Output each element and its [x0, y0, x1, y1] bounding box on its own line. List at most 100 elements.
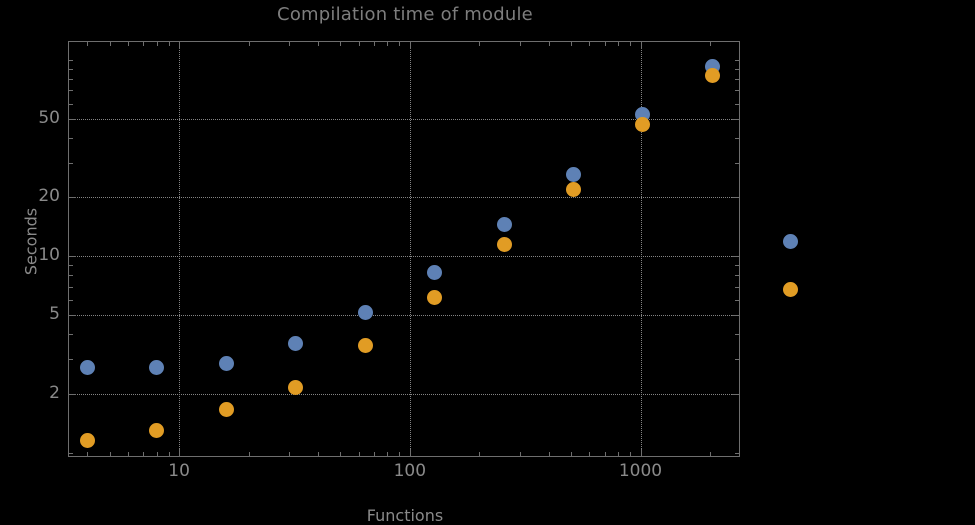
gridline-horizontal [68, 315, 740, 317]
x-axis-tick-top [87, 41, 89, 46]
y-axis-tick-right [735, 452, 740, 454]
y-axis-tick-right [735, 69, 740, 70]
x-axis-tick [640, 449, 642, 457]
x-axis-tick [340, 452, 342, 457]
x-axis-tick [109, 452, 111, 457]
data-point [496, 236, 512, 252]
x-axis-tick-label: 100 [393, 461, 427, 481]
data-point [79, 433, 95, 449]
x-axis-tick-label: 10 [168, 461, 190, 481]
x-axis-tick-top [358, 41, 360, 46]
y-axis-tick [68, 197, 76, 199]
x-axis-tick-top [589, 41, 591, 46]
data-point [288, 379, 304, 395]
x-axis-tick [87, 452, 89, 457]
x-axis-tick-top [179, 41, 181, 49]
data-point [357, 304, 373, 320]
x-axis-tick [127, 452, 129, 457]
x-axis-tick [479, 452, 481, 457]
x-axis-tick-top [709, 41, 711, 46]
gridline-vertical [640, 41, 642, 457]
y-axis-tick-right [735, 162, 740, 164]
x-axis-tick-top [156, 41, 158, 46]
x-axis-tick [548, 452, 550, 457]
y-axis-tick-right [735, 90, 740, 92]
x-axis-tick-top [640, 41, 642, 49]
y-axis-tick [68, 103, 73, 105]
y-axis-tick [68, 60, 73, 61]
data-point [427, 264, 442, 280]
x-axis-tick [629, 452, 631, 457]
x-axis-tick-top [318, 41, 319, 46]
x-axis-tick [318, 452, 319, 457]
y-axis-tick [68, 299, 73, 301]
y-axis-tick-right [735, 334, 740, 336]
x-axis-tick [519, 452, 521, 457]
data-point [565, 167, 581, 183]
y-axis-tick-label: 50 [38, 108, 60, 129]
x-axis-tick-top [629, 41, 631, 46]
y-axis-tick [68, 359, 73, 360]
x-axis-tick-top [618, 41, 620, 46]
y-axis-tick [68, 265, 73, 267]
gridline-vertical [179, 41, 181, 457]
y-axis-tick [68, 90, 73, 92]
x-axis-tick-top [109, 41, 111, 46]
x-axis-title: Functions [366, 506, 444, 525]
x-axis-tick [248, 452, 250, 457]
data-point [496, 217, 512, 233]
x-axis-tick-top [387, 41, 389, 46]
y-axis-tick-right [735, 286, 740, 288]
data-point [635, 116, 651, 132]
x-axis-tick [179, 449, 181, 457]
y-axis-tick-label: 10 [38, 245, 60, 266]
y-axis-tick [68, 315, 76, 317]
x-axis-tick-top [340, 41, 342, 46]
x-axis-tick [387, 452, 389, 457]
x-axis-tick-top [289, 41, 291, 46]
data-point [427, 289, 442, 305]
gridline-horizontal [68, 119, 740, 121]
y-axis-tick-label: 2 [49, 382, 60, 403]
x-axis-tick [589, 452, 591, 457]
y-axis-tick-right [735, 138, 740, 140]
y-axis-tick-right [732, 393, 740, 395]
y-axis-tick [68, 119, 76, 121]
y-axis-tick-right [735, 265, 740, 267]
data-point [149, 422, 165, 438]
x-axis-tick-top [571, 41, 572, 46]
gridline-horizontal [68, 393, 740, 395]
data-point [704, 68, 720, 84]
y-axis-tick-right [735, 275, 740, 277]
x-axis-tick-top [519, 41, 521, 46]
x-axis-tick-top [604, 41, 606, 46]
y-axis-tick-right [735, 359, 740, 360]
x-axis-tick [571, 452, 572, 457]
y-axis-tick-right [735, 103, 740, 105]
x-axis-tick-top [548, 41, 550, 46]
x-axis-tick [409, 449, 411, 457]
gridline-horizontal [68, 256, 740, 258]
data-point [288, 335, 304, 351]
gridline-vertical [409, 41, 411, 457]
y-axis-tick [68, 452, 73, 454]
y-axis-tick [68, 334, 73, 336]
gridline-horizontal [68, 197, 740, 199]
data-point [149, 360, 165, 376]
data-point [565, 181, 581, 197]
plot-frame [68, 41, 740, 457]
data-point [218, 355, 234, 371]
x-axis-tick [289, 452, 291, 457]
x-axis-tick [618, 452, 620, 457]
x-axis-tick-top [248, 41, 250, 46]
y-axis-tick [68, 275, 73, 277]
y-axis-tick-right [732, 256, 740, 258]
x-axis-tick [168, 452, 170, 457]
y-axis-tick [68, 69, 73, 70]
data-point [357, 338, 373, 354]
x-axis-tick [156, 452, 158, 457]
legend-marker [782, 281, 798, 297]
x-axis-tick-label: 1000 [618, 461, 663, 481]
x-axis-tick-top [479, 41, 481, 46]
